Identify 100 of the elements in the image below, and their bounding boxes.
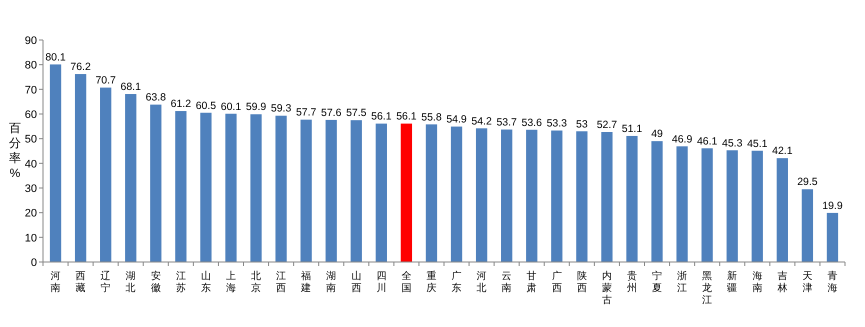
x-tick-label: 湖南 (326, 270, 336, 294)
x-tick-label: 安徽 (150, 270, 161, 294)
x-tick-label: 山东 (200, 270, 211, 294)
bar (551, 130, 562, 262)
bar (376, 124, 387, 262)
data-label: 42.1 (772, 145, 793, 158)
x-tick-label: 江西 (276, 270, 286, 294)
y-tick-label: 40 (24, 158, 37, 170)
x-tick-label: 河南 (50, 270, 61, 294)
data-label: 57.5 (346, 107, 367, 120)
data-label: 57.6 (321, 106, 342, 119)
x-tick-label: 内蒙古 (602, 270, 612, 306)
x-tick-label: 云南 (502, 271, 512, 294)
bar (476, 128, 488, 262)
y-tick-label: 60 (24, 109, 37, 121)
y-tick-label: 70 (24, 84, 37, 96)
bar (601, 132, 613, 262)
bar (501, 130, 512, 262)
data-label: 57.7 (296, 106, 317, 119)
x-tick-label: 全国 (401, 270, 412, 294)
x-tick-label: 甘肃 (526, 270, 537, 294)
data-label: 53.7 (496, 116, 518, 129)
bar (175, 111, 186, 262)
y-tick-label: 10 (24, 232, 37, 244)
bar (74, 74, 86, 262)
data-label: 61.2 (170, 98, 192, 110)
bar (726, 150, 738, 262)
x-tick-label: 海南 (752, 270, 762, 294)
x-tick-label: 天津 (802, 271, 812, 294)
data-label: 19.9 (822, 200, 843, 212)
bar (326, 120, 337, 262)
data-label: 68.1 (120, 81, 142, 94)
x-tick-label: 上海 (226, 270, 236, 294)
data-label: 46.9 (672, 133, 692, 146)
x-tick-label: 陕西 (576, 270, 587, 294)
bar (275, 116, 287, 262)
data-label: 59.3 (270, 102, 292, 115)
bar (426, 124, 438, 262)
x-tick-label: 吉林 (776, 270, 788, 294)
bar (400, 124, 412, 262)
bar (50, 64, 62, 262)
x-tick-label: 江苏 (176, 270, 186, 294)
bar (651, 141, 663, 262)
bar (450, 126, 462, 262)
x-tick-label: 浙江 (677, 270, 688, 294)
x-tick-label: 广东 (452, 270, 462, 294)
data-label: 49 (651, 128, 664, 140)
y-tick-label: 80 (24, 60, 37, 72)
data-label: 46.1 (696, 135, 718, 148)
data-label: 54.2 (471, 115, 492, 128)
y-tick-label: 90 (24, 35, 37, 47)
bar (676, 146, 688, 262)
data-label: 76.2 (70, 61, 91, 74)
x-tick-label: 宁夏 (652, 270, 662, 294)
data-label: 70.7 (95, 74, 116, 87)
x-tick-label: 福建 (300, 270, 312, 294)
bar (752, 150, 763, 262)
data-label: 51.1 (622, 122, 642, 135)
y-axis-title: 百分率% (9, 121, 21, 180)
bar (826, 212, 838, 262)
bar (125, 94, 136, 262)
x-tick-label: 黑龙江 (702, 271, 712, 306)
data-label: 53 (576, 118, 588, 130)
data-label: 60.5 (196, 100, 216, 112)
data-label: 60.1 (220, 100, 242, 113)
x-tick-label: 山西 (351, 270, 362, 294)
bar (300, 120, 312, 262)
x-tick-label: 河北 (476, 270, 487, 294)
data-label: 52.7 (596, 119, 618, 132)
y-tick-label: 30 (24, 183, 37, 195)
x-tick-label: 辽宁 (100, 270, 111, 294)
data-label: 29.5 (797, 176, 818, 188)
bar (576, 131, 588, 262)
data-label: 55.8 (421, 111, 442, 124)
x-tick-label: 广西 (552, 270, 562, 294)
x-tick-label: 湖北 (126, 270, 136, 294)
data-label: 45.3 (722, 137, 743, 150)
x-tick-label: 四川 (376, 271, 386, 294)
bar (250, 114, 262, 262)
bar (702, 148, 713, 262)
bar (526, 130, 538, 262)
bar (100, 88, 112, 262)
data-label: 59.9 (246, 101, 266, 114)
bar (150, 104, 162, 262)
bar (225, 114, 237, 262)
x-tick-label: 重庆 (426, 270, 436, 294)
data-label: 53.6 (522, 116, 542, 129)
data-label: 56.1 (396, 110, 417, 123)
data-label: 45.1 (747, 138, 768, 150)
y-tick-label: 0 (30, 257, 37, 269)
data-label: 56.1 (371, 110, 392, 123)
bar (200, 112, 212, 262)
x-tick-label: 贵州 (626, 270, 637, 294)
x-tick-label: 新疆 (727, 270, 738, 294)
bar (626, 136, 638, 262)
bar (350, 120, 362, 262)
y-tick-label: 20 (24, 208, 37, 220)
bar (802, 189, 814, 262)
bar (776, 158, 788, 262)
data-label: 63.8 (146, 92, 166, 104)
